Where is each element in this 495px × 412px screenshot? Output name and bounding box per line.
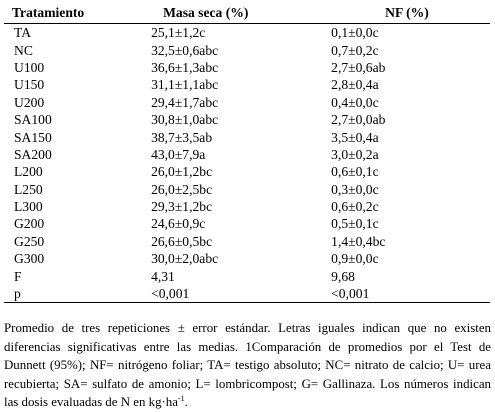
cell-nf: 0,4±0,0c [331, 94, 379, 110]
cell-nf: 2,8±0,4a [331, 77, 379, 93]
table-row: SA200 43,0±7,9a 3,0±0,2a [4, 146, 490, 163]
cell-tratamiento: G250 [14, 233, 45, 249]
cell-masa-seca: 30,8±1,0abc [151, 112, 219, 128]
cell-tratamiento: F [14, 268, 22, 284]
cell-tratamiento: NC [14, 42, 33, 58]
cell-masa-seca: 4,31 [151, 268, 175, 284]
cell-masa-seca: 26,6±0,5bc [151, 233, 213, 249]
cell-masa-seca: 36,6±1,3abc [151, 59, 219, 75]
cell-tratamiento: U100 [14, 59, 45, 75]
table-row: G250 26,6±0,5bc 1,4±0,4bc [4, 233, 490, 250]
table-row: SA150 38,7±3,5ab 3,5±0,4a [4, 128, 490, 145]
footnote-end: . [184, 395, 188, 409]
cell-masa-seca: 29,3±1,2bc [151, 199, 213, 215]
results-table: Tratamiento Masa seca (%) NF (%) TA 25,1±… [4, 3, 490, 304]
header-nf: NF (%) [331, 3, 490, 24]
cell-nf: 0,9±0,0c [331, 251, 379, 267]
cell-masa-seca: 30,0±2,0abc [151, 251, 219, 267]
cell-masa-seca: 38,7±3,5ab [151, 129, 213, 145]
cell-nf: 3,0±0,2a [331, 146, 379, 162]
cell-nf: <0,001 [331, 284, 490, 304]
header-masa-seca: Masa seca (%) [151, 3, 332, 24]
table-row: p <0,001 <0,001 [4, 284, 490, 304]
footnote-superscript: -1 [177, 394, 185, 403]
table-body: TA 25,1±1,2c 0,1±0,0c NC 32,5±0,6abc 0,7±0,2c… [4, 24, 490, 304]
cell-masa-seca: 32,5±0,6abc [151, 42, 219, 58]
table-row: NC 32,5±0,6abc 0,7±0,2c [4, 41, 490, 58]
table-row: L300 29,3±1,2bc 0,6±0,2c [4, 198, 490, 215]
cell-masa-seca: 24,6±0,9c [151, 216, 206, 232]
cell-nf: 0,7±0,2c [331, 42, 379, 58]
cell-masa-seca: <0,001 [151, 284, 332, 304]
table-row: U100 36,6±1,3abc 2,7±0,6ab [4, 59, 490, 76]
cell-nf: 0,6±0,1c [331, 164, 379, 180]
cell-nf: 0,6±0,2c [331, 199, 379, 215]
cell-tratamiento: L200 [14, 164, 43, 180]
cell-tratamiento: G200 [14, 216, 45, 232]
table-row: U200 29,4±1,7abc 0,4±0,0c [4, 94, 490, 111]
cell-tratamiento: SA100 [14, 112, 52, 128]
table-row: G200 24,6±0,9c 0,5±0,1c [4, 215, 490, 232]
table-row: G300 30,0±2,0abc 0,9±0,0c [4, 250, 490, 267]
table-row: U150 31,1±1,1abc 2,8±0,4a [4, 76, 490, 93]
cell-masa-seca: 25,1±1,2c [151, 25, 206, 41]
cell-masa-seca: 26,0±1,2bc [151, 164, 213, 180]
cell-tratamiento: SA150 [14, 129, 52, 145]
cell-tratamiento: SA200 [14, 146, 52, 162]
footnote-text: Promedio de tres repeticiones ± error es… [4, 321, 491, 409]
cell-tratamiento: U200 [14, 94, 45, 110]
cell-tratamiento: U150 [14, 77, 45, 93]
table-row: L200 26,0±1,2bc 0,6±0,1c [4, 163, 490, 180]
cell-masa-seca: 31,1±1,1abc [151, 77, 219, 93]
cell-masa-seca: 43,0±7,9a [151, 146, 206, 162]
cell-tratamiento: TA [14, 25, 32, 41]
cell-masa-seca: 29,4±1,7abc [151, 94, 219, 110]
header-tratamiento: Tratamiento [4, 3, 152, 24]
cell-nf: 0,5±0,1c [331, 216, 379, 232]
cell-tratamiento: G300 [14, 251, 45, 267]
table-row: F 4,31 9,68 [4, 267, 490, 284]
cell-tratamiento: L300 [14, 199, 43, 215]
cell-nf: 2,7±0,0ab [331, 112, 386, 128]
cell-nf: 1,4±0,4bc [331, 233, 386, 249]
table-row: L250 26,0±2,5bc 0,3±0,0c [4, 181, 490, 198]
cell-masa-seca: 26,0±2,5bc [151, 181, 213, 197]
table-header-row: Tratamiento Masa seca (%) NF (%) [4, 3, 490, 24]
table-row: TA 25,1±1,2c 0,1±0,0c [4, 24, 490, 42]
cell-tratamiento: p [4, 284, 152, 304]
table-footnote: Promedio de tres repeticiones ± error es… [4, 319, 491, 412]
table-row: SA100 30,8±1,0abc 2,7±0,0ab [4, 111, 490, 128]
cell-tratamiento: L250 [14, 181, 43, 197]
cell-nf: 3,5±0,4a [331, 129, 379, 145]
cell-nf: 0,1±0,0c [331, 25, 379, 41]
cell-nf: 0,3±0,0c [331, 181, 379, 197]
cell-nf: 9,68 [331, 268, 355, 284]
cell-nf: 2,7±0,6ab [331, 59, 386, 75]
